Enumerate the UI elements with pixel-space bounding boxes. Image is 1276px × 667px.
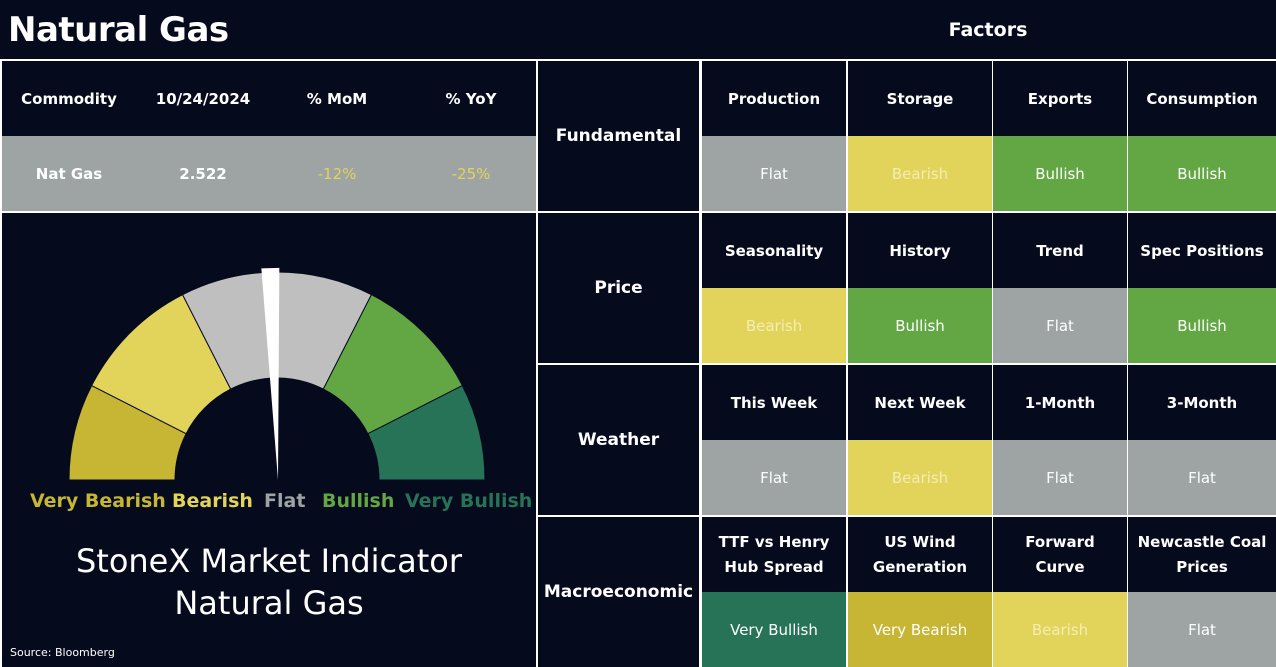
factor-value-history: Bullish [848, 288, 992, 363]
category-weather: Weather [538, 365, 699, 515]
indicator-title-line1: StoneX Market Indicator [75, 542, 463, 580]
gauge-label-very-bearish: Very Bearish [30, 490, 166, 512]
factor-label-forward-curve: Forward Curve [993, 517, 1127, 592]
source-note: Source: Bloomberg [10, 646, 115, 659]
factor-label-history: History [848, 213, 992, 288]
factor-value-us-wind-generation: Very Bearish [848, 592, 992, 667]
factor-label-trend: Trend [993, 213, 1127, 288]
cell-price: 2.522 [179, 164, 227, 183]
factor-value-3-month: Flat [1128, 440, 1276, 515]
gauge-needle [261, 267, 280, 480]
factor-label-newcastle-coal-prices: Newcastle Coal Prices [1128, 517, 1276, 592]
factor-label-spec-positions: Spec Positions [1128, 213, 1276, 288]
factor-label-line: US Wind [884, 532, 956, 551]
factor-label-line: Generation [872, 557, 968, 576]
header-yoy: % YoY [445, 89, 497, 108]
category-price: Price [538, 213, 699, 363]
factor-value-1-month: Flat [993, 440, 1127, 515]
factors-title: Factors [700, 0, 1276, 59]
factor-label-line: Forward [1025, 532, 1095, 551]
factor-label-line: Prices [1176, 557, 1228, 576]
factor-label-consumption: Consumption [1128, 61, 1276, 136]
factor-value-storage: Bearish [848, 136, 992, 211]
factor-label-production: Production [702, 61, 846, 136]
page-title: Natural Gas [0, 0, 700, 59]
factor-label-seasonality: Seasonality [702, 213, 846, 288]
factor-label-ttf-vs-henry-hub-spread: TTF vs Henry Hub Spread [702, 517, 846, 592]
factor-label-line: Curve [1035, 557, 1085, 576]
factor-label-line: TTF vs Henry [718, 532, 830, 551]
cell-mom: -12% [317, 164, 357, 183]
factor-label-3-month: 3-Month [1128, 365, 1276, 440]
factor-value-newcastle-coal-prices: Flat [1128, 592, 1276, 667]
factor-label-exports: Exports [993, 61, 1127, 136]
factor-value-trend: Flat [993, 288, 1127, 363]
cell-commodity: Nat Gas [35, 164, 103, 183]
factor-label-this-week: This Week [702, 365, 846, 440]
factor-value-this-week: Flat [702, 440, 846, 515]
category-fundamental: Fundamental [538, 61, 699, 211]
header-commodity: Commodity [21, 89, 117, 108]
commodity-data-row: Nat Gas 2.522 -12% -25% [2, 136, 536, 211]
header-date: 10/24/2024 [155, 89, 251, 108]
factor-label-line: Newcastle Coal [1137, 532, 1267, 551]
factor-label-next-week: Next Week [848, 365, 992, 440]
factor-label-line: Hub Spread [724, 557, 824, 576]
gauge-label-flat: Flat [264, 490, 306, 512]
gauge-label-bearish: Bearish [172, 490, 253, 512]
gauge-label-bullish: Bullish [322, 490, 395, 512]
gauge-label-very-bullish: Very Bullish [405, 490, 533, 512]
factor-value-production: Flat [702, 136, 846, 211]
factor-value-ttf-vs-henry-hub-spread: Very Bullish [702, 592, 846, 667]
indicator-title: StoneX Market Indicator Natural Gas [2, 540, 536, 630]
indicator-title-line2: Natural Gas [174, 584, 364, 622]
factor-label-1-month: 1-Month [993, 365, 1127, 440]
gauge-segment-very-bullish [367, 384, 486, 481]
category-macroeconomic: Macroeconomic [538, 517, 699, 667]
factor-value-forward-curve: Bearish [993, 592, 1127, 667]
gauge [68, 267, 486, 481]
header-mom: % MoM [306, 89, 368, 108]
factor-value-seasonality: Bearish [702, 288, 846, 363]
gauge-panel [2, 213, 536, 667]
factor-label-storage: Storage [848, 61, 992, 136]
factor-value-consumption: Bullish [1128, 136, 1276, 211]
commodity-header-row: Commodity 10/24/2024 % MoM % YoY [2, 61, 536, 136]
factor-label-us-wind-generation: US Wind Generation [848, 517, 992, 592]
factor-value-spec-positions: Bullish [1128, 288, 1276, 363]
cell-yoy: -25% [451, 164, 491, 183]
factor-value-next-week: Bearish [848, 440, 992, 515]
factor-value-exports: Bullish [993, 136, 1127, 211]
